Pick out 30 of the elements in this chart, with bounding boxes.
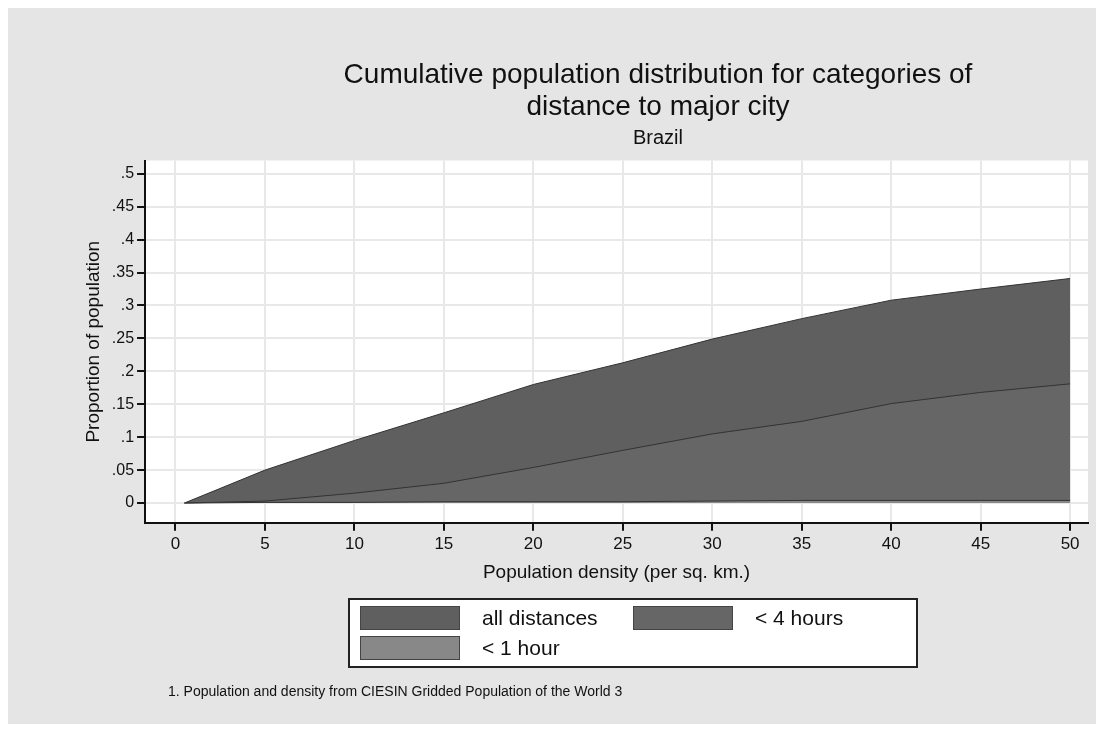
x-tick-label: 40 [881,533,901,553]
x-axis-title: Population density (per sq. km.) [482,560,751,582]
y-tick-label: 0 [125,493,135,511]
x-tick-label: 15 [434,533,454,553]
y-axis-title: Proportion of population [81,240,103,443]
text: 1. Population and density from CIESIN Gridded Population of the World 3 [168,683,623,699]
chart-title: Cumulative population distribution for categories of distance to major city [342,58,974,122]
y-tick-label: .3 [120,295,135,313]
legend-label: < 1 hour [482,636,560,660]
chart-subtitle: Brazil [632,126,684,149]
y-tick-label: .4 [120,230,135,248]
y-tick-label: .35 [111,262,135,280]
x-tick-label: 45 [971,533,991,553]
y-tick-label: .45 [111,197,135,215]
x-tick-label: 35 [792,533,812,553]
x-tick-label: 20 [523,533,543,553]
x-tick-label: 50 [1060,533,1080,553]
y-tick-label: .25 [111,328,135,346]
x-tick-label: 5 [260,533,270,553]
x-tick-label: 25 [613,533,633,553]
y-tick-label: .1 [120,427,135,445]
x-tick-label: 10 [344,533,364,553]
legend-label: < 4 hours [755,606,844,630]
y-tick-label: .5 [120,164,135,182]
x-tick-label: 0 [170,533,181,553]
y-tick-label: .15 [111,394,135,412]
y-tick-label: .2 [120,361,135,379]
y-tick-label: .05 [111,460,135,478]
x-tick-label: 30 [702,533,722,553]
legend-label: all distances [482,606,598,630]
